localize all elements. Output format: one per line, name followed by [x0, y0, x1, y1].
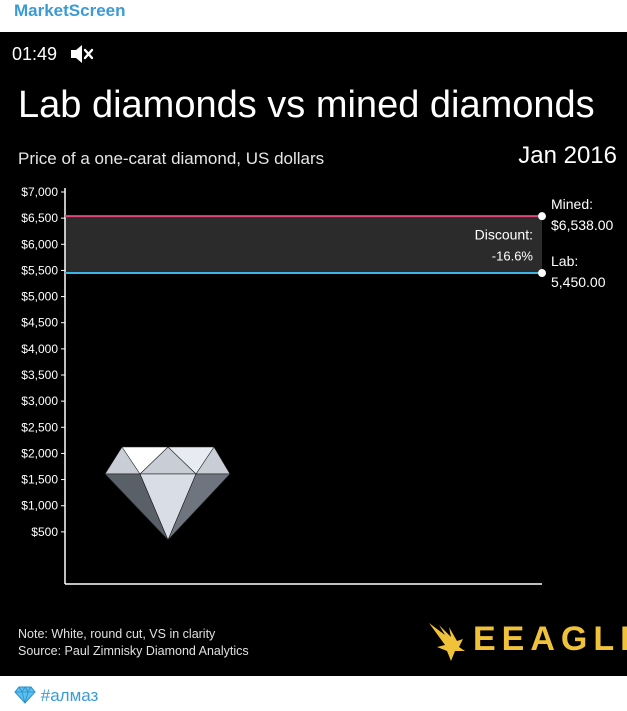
eagle-icon [429, 623, 465, 661]
y-tick-label: $500 [31, 525, 58, 539]
hashtag-link[interactable]: #алмаз [40, 686, 99, 705]
y-tick-label: $6,000 [21, 237, 58, 251]
chart-note: Note: White, round cut, VS in clarity [18, 627, 216, 641]
chart-title: Lab diamonds vs mined diamonds [18, 84, 595, 126]
y-tick-label: $3,000 [21, 394, 58, 408]
y-tick-label: $7,000 [21, 185, 58, 199]
y-tick-label: $5,500 [21, 263, 58, 277]
y-tick-label: $2,500 [21, 420, 58, 434]
discount-value: -16.6% [492, 249, 534, 264]
brand-name: EEAGLI [473, 620, 627, 658]
series-value-label: 5,450.00 [551, 274, 606, 290]
channel-name[interactable]: MarketScreen [14, 1, 126, 20]
y-tick-label: $4,500 [21, 316, 58, 330]
discount-band [65, 216, 542, 274]
discount-label: Discount: [475, 227, 533, 243]
y-tick-label: $6,500 [21, 211, 58, 225]
y-tick-label: $4,000 [21, 342, 58, 356]
brand-logo: EEAGLI [425, 617, 627, 663]
price-chart: $500 $1,000 $1,500 $2,000 $2,500 $3,000 $3,500… [21, 185, 613, 585]
y-tick-label: $2,000 [21, 446, 58, 460]
y-tick-label: $1,500 [21, 473, 58, 487]
series-endpoint [538, 212, 546, 221]
y-tick-label: $5,000 [21, 290, 58, 304]
series-value-label: $6,538.00 [551, 217, 613, 233]
diamond-image [104, 446, 231, 541]
series-endpoint [538, 269, 546, 278]
chart-date: Jan 2016 [518, 142, 617, 169]
series-name-label: Mined: [551, 196, 593, 212]
chart-notes: Note: White, round cut, VS in clarity So… [18, 626, 249, 660]
video-player[interactable]: $500 $1,000 $1,500 $2,000 $2,500 $3,000 $3,500… [0, 32, 627, 676]
speaker-muted-icon[interactable] [69, 43, 95, 65]
y-tick-label: $1,000 [21, 499, 58, 513]
hashtag-row[interactable]: #алмаз [14, 686, 98, 706]
y-tick-label: $3,500 [21, 368, 58, 382]
gem-icon [14, 686, 36, 704]
chart-source: Source: Paul Zimnisky Diamond Analytics [18, 644, 249, 658]
series-name-label: Lab: [551, 253, 578, 269]
video-timestamp: 01:49 [12, 44, 58, 64]
chart-subtitle: Price of a one-carat diamond, US dollars [18, 149, 325, 168]
